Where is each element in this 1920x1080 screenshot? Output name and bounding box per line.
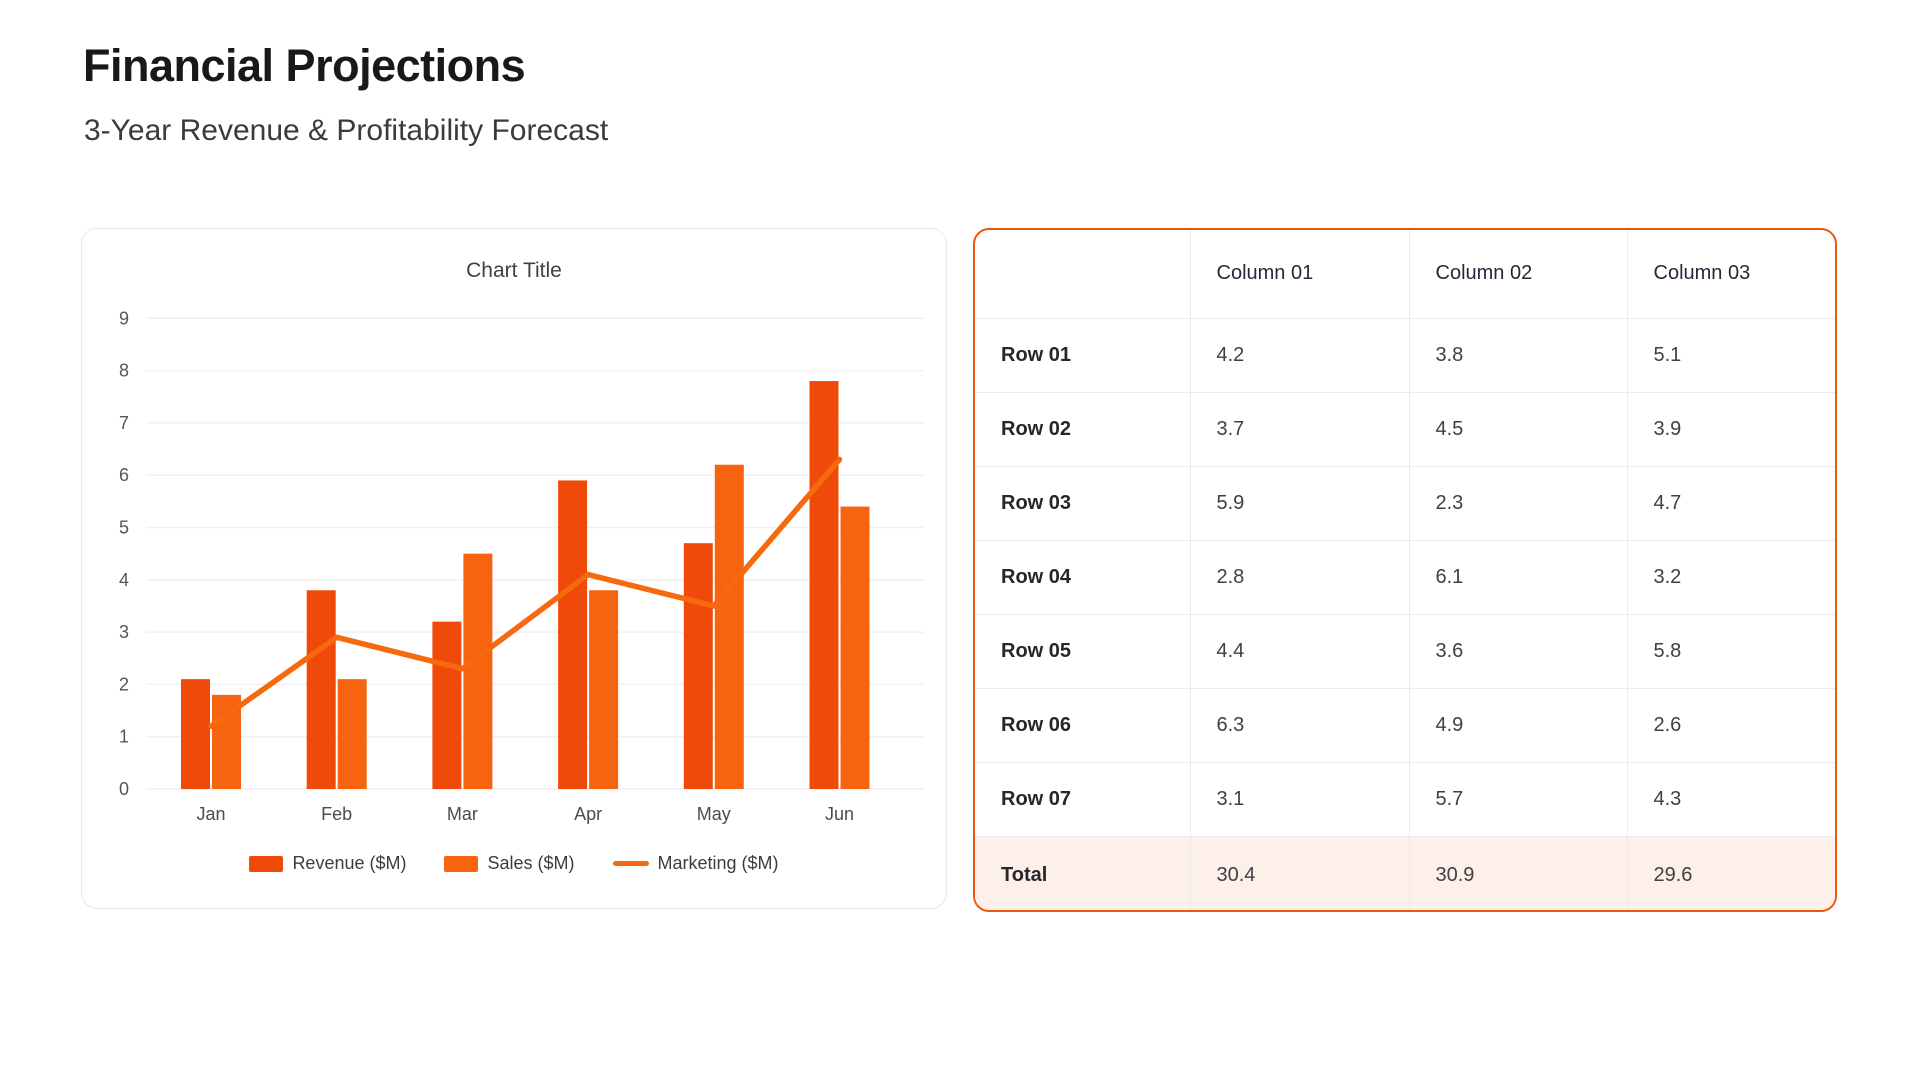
x-tick-label: Mar — [447, 804, 478, 824]
table-cell: 3.7 — [1189, 391, 1409, 466]
table-cell: 6.3 — [1189, 687, 1409, 762]
table-total-row: Total 30.4 30.9 29.6 — [975, 835, 1835, 910]
y-tick-label: 6 — [119, 465, 129, 485]
page-subtitle: 3-Year Revenue & Profitability Forecast — [84, 114, 609, 147]
legend-item: Marketing ($M) — [612, 853, 779, 874]
row-label: Row 06 — [975, 687, 1190, 762]
table-cell: 4.9 — [1408, 687, 1627, 762]
legend-bar-swatch-icon — [444, 855, 479, 872]
chart-card: Chart Title 0 1 2 3 4 5 6 7 8 9 Jan Feb Mar Apr May Jun… — [81, 228, 947, 909]
total-label: Total — [975, 835, 1190, 910]
legend-label: Revenue ($M) — [292, 853, 407, 873]
table-cell: 3.9 — [1626, 391, 1835, 466]
row-label: Row 01 — [975, 317, 1190, 392]
legend-item: Revenue ($M) — [249, 853, 406, 874]
y-tick-label: 5 — [119, 518, 129, 538]
legend-item: Sales ($M) — [444, 853, 575, 874]
legend-label: Marketing ($M) — [657, 853, 779, 873]
x-tick-label: May — [697, 804, 731, 824]
y-tick-label: 8 — [119, 361, 129, 381]
table-row: Row 04 2.8 6.1 3.2 — [975, 539, 1835, 614]
bar — [809, 381, 839, 789]
page-title: Financial Projections — [83, 40, 526, 91]
row-label: Row 04 — [975, 539, 1190, 614]
y-tick-label: 9 — [119, 308, 129, 328]
y-tick-label: 0 — [119, 779, 129, 799]
table-cell: 5.8 — [1626, 613, 1835, 688]
y-tick-label: 2 — [119, 674, 129, 694]
y-tick-label: 4 — [119, 570, 129, 590]
line-series — [208, 456, 843, 729]
x-tick-label: Apr — [574, 804, 602, 824]
x-tick-label: Jun — [825, 804, 854, 824]
bar — [181, 679, 210, 789]
column-header: Column 03 — [1626, 230, 1835, 318]
legend-line-swatch-icon — [612, 861, 649, 866]
bar — [589, 590, 619, 789]
table-cell: 30.4 — [1189, 835, 1409, 910]
table-cell: 4.2 — [1189, 317, 1409, 392]
table-row: Row 05 4.4 3.6 5.8 — [975, 613, 1835, 688]
table-cell: 3.8 — [1408, 317, 1627, 392]
table-row: Row 02 3.7 4.5 3.9 — [975, 391, 1835, 466]
table-row: Row 03 5.9 2.3 4.7 — [975, 465, 1835, 540]
x-tick-label: Feb — [321, 804, 352, 824]
chart-plot: 0 1 2 3 4 5 6 7 8 9 Jan Feb Mar Apr May Jun — [119, 308, 924, 824]
table-header-row: Column 01 Column 02 Column 03 — [975, 230, 1835, 318]
table-cell: 29.6 — [1626, 835, 1835, 910]
table-cell: 2.3 — [1408, 465, 1627, 540]
table-corner-cell — [975, 230, 1190, 318]
table-cell: 2.8 — [1189, 539, 1409, 614]
bar — [432, 621, 462, 789]
column-header: Column 02 — [1408, 230, 1627, 318]
data-table-card: Column 01 Column 02 Column 03 Row 01 4.2… — [973, 228, 1837, 912]
x-tick-label: Jan — [196, 804, 225, 824]
table-cell: 5.1 — [1626, 317, 1835, 392]
table-cell: 4.7 — [1626, 465, 1835, 540]
table-cell: 2.6 — [1626, 687, 1835, 762]
row-label: Row 02 — [975, 391, 1190, 466]
bar — [306, 590, 336, 789]
table-row: Row 01 4.2 3.8 5.1 — [975, 317, 1835, 392]
legend-label: Sales ($M) — [487, 853, 575, 873]
bar — [714, 464, 744, 789]
bar — [683, 543, 713, 789]
y-tick-label: 7 — [119, 413, 129, 433]
table-cell: 4.4 — [1189, 613, 1409, 688]
row-label: Row 07 — [975, 761, 1190, 836]
table-cell: 4.5 — [1408, 391, 1627, 466]
legend-bar-swatch-icon — [249, 855, 284, 872]
y-tick-label: 1 — [119, 727, 129, 747]
bar — [463, 553, 493, 789]
table-row: Row 06 6.3 4.9 2.6 — [975, 687, 1835, 762]
table-cell: 5.9 — [1189, 465, 1409, 540]
chart-title: Chart Title — [466, 259, 562, 282]
column-header: Column 01 — [1189, 230, 1409, 318]
row-label: Row 03 — [975, 465, 1190, 540]
data-table: Column 01 Column 02 Column 03 Row 01 4.2… — [975, 230, 1835, 910]
y-tick-label: 3 — [119, 622, 129, 642]
bar — [558, 480, 588, 789]
chart-legend: Revenue ($M) Sales ($M) Marketing ($M) — [82, 853, 946, 874]
table-cell: 4.3 — [1626, 761, 1835, 836]
table-cell: 3.6 — [1408, 613, 1627, 688]
row-label: Row 05 — [975, 613, 1190, 688]
table-cell: 6.1 — [1408, 539, 1627, 614]
table-cell: 3.2 — [1626, 539, 1835, 614]
table-cell: 3.1 — [1189, 761, 1409, 836]
table-cell: 30.9 — [1408, 835, 1627, 910]
bar — [337, 679, 367, 789]
table-row: Row 07 3.1 5.7 4.3 — [975, 761, 1835, 836]
bar — [840, 506, 870, 789]
table-cell: 5.7 — [1408, 761, 1627, 836]
